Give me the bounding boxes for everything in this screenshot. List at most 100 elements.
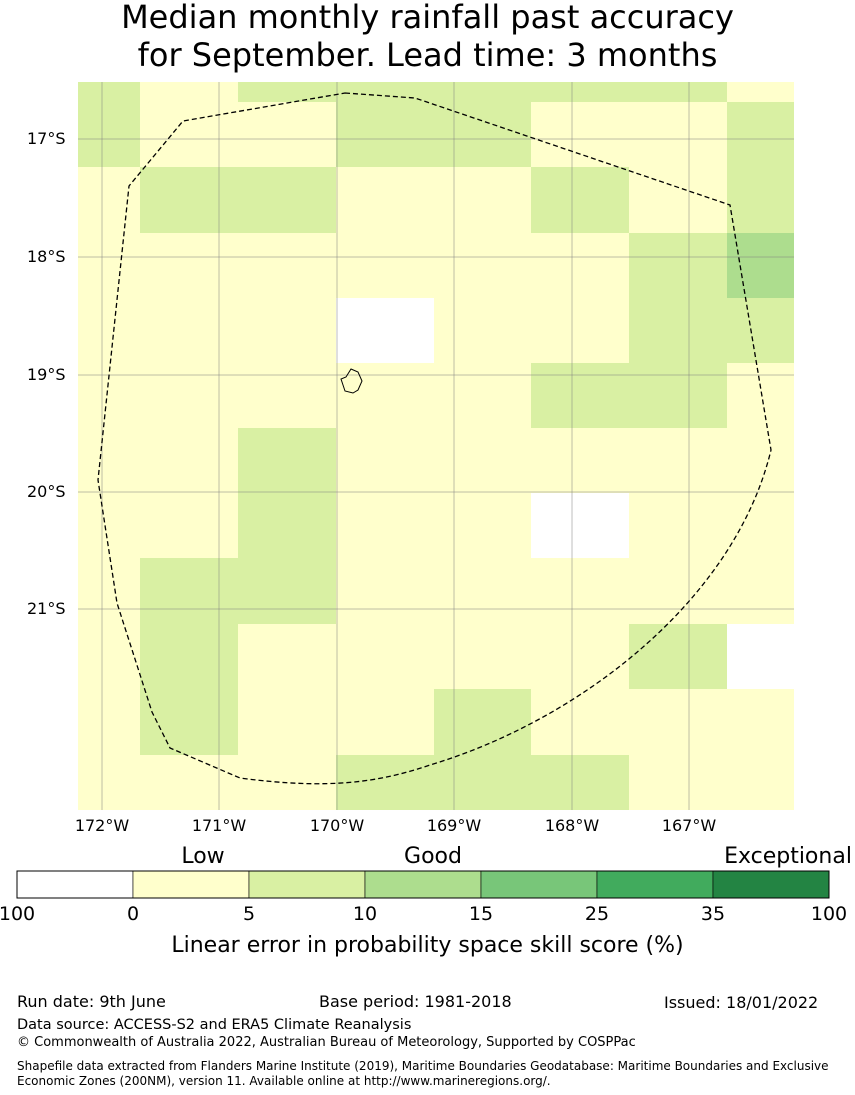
colorbar-tick: 100 (810, 903, 848, 925)
grid-cell (140, 493, 238, 558)
lon-label-172w: 172°W (74, 816, 130, 835)
grid-cell (336, 689, 434, 755)
grid-cell (336, 624, 434, 689)
grid-cell (238, 298, 336, 363)
grid-cell (336, 428, 434, 493)
grid-cell (434, 755, 531, 810)
graticule (78, 82, 794, 810)
grid-cell (727, 82, 794, 102)
grid-cell (434, 102, 531, 167)
colorbar-category-exceptional: Exceptional (724, 844, 852, 869)
grid-cell (629, 82, 727, 102)
grid-cell (78, 428, 140, 493)
colorbar-caption: Linear error in probability space skill … (171, 933, 684, 958)
grid-cell (78, 167, 140, 233)
shapefile-credit-line-2: Economic Zones (200NM), version 11. Avai… (17, 1074, 551, 1088)
grid-cell (531, 167, 629, 233)
grid-cell (238, 82, 336, 102)
grid-cell (629, 233, 727, 298)
grid-cell (140, 755, 238, 810)
colorbar-tick: 10 (352, 903, 378, 925)
grid-cell (727, 493, 794, 558)
grid-cell (238, 624, 336, 689)
grid-cell (629, 298, 727, 363)
grid-cell (727, 624, 794, 689)
grid-cell (140, 167, 238, 233)
grid-cell (140, 298, 238, 363)
colorbar-segment (596, 870, 714, 899)
grid-cell (629, 167, 727, 233)
grid-cell (78, 493, 140, 558)
copyright-notice: © Commonwealth of Australia 2022, Austra… (17, 1035, 636, 1050)
grid-cell (531, 558, 629, 624)
grid-cell (140, 82, 238, 102)
map-title-line-1: Median monthly rainfall past accuracy (121, 0, 734, 36)
grid-cell (727, 363, 794, 428)
grid-cell (727, 102, 794, 167)
grid-cell (629, 363, 727, 428)
grid-cell (434, 363, 531, 428)
colorbar-tick: 100 (0, 903, 36, 925)
lat-label-21s: 21°S (27, 599, 66, 618)
lon-label-169w: 169°W (426, 816, 482, 835)
lat-label-17s: 17°S (27, 129, 66, 148)
grid-cell (78, 298, 140, 363)
data-source: Data source: ACCESS-S2 and ERA5 Climate … (17, 1017, 412, 1033)
grid-cell (78, 558, 140, 624)
colorbar-segment (364, 870, 482, 899)
grid-cell (78, 755, 140, 810)
grid-cell (629, 755, 727, 810)
grid-cell (78, 624, 140, 689)
colorbar (16, 870, 830, 899)
lon-label-168w: 168°W (544, 816, 600, 835)
grid-cell (434, 167, 531, 233)
grid-cell (336, 493, 434, 558)
grid-cell (629, 428, 727, 493)
grid-cell (727, 755, 794, 810)
lon-label-170w: 170°W (309, 816, 365, 835)
grid-cell (629, 624, 727, 689)
eez-boundary (97, 92, 772, 785)
grid-cell (336, 233, 434, 298)
grid-cell (531, 82, 629, 102)
run-date: Run date: 9th June (17, 992, 166, 1011)
grid-cell (140, 558, 238, 624)
map-title-line-2: for September. Lead time: 3 months (137, 36, 718, 74)
grid-cell (238, 167, 336, 233)
grid-cell (336, 298, 434, 363)
grid-cell (434, 298, 531, 363)
grid-cell (727, 167, 794, 233)
colorbar-category-low: Low (181, 844, 225, 869)
grid-cell (531, 298, 629, 363)
colorbar-category-good: Good (404, 844, 462, 869)
grid-cell (78, 689, 140, 755)
colorbar-tick: 5 (242, 903, 256, 925)
grid-cell (434, 689, 531, 755)
grid-cell (531, 102, 629, 167)
grid-cell (140, 624, 238, 689)
grid-cell (434, 233, 531, 298)
grid-cell (531, 363, 629, 428)
grid-cell (336, 755, 434, 810)
grid-cell (336, 102, 434, 167)
grid-cell (434, 493, 531, 558)
colorbar-segment (16, 870, 134, 899)
lon-label-171w: 171°W (191, 816, 247, 835)
niue-island-outline (340, 368, 363, 394)
grid-cell (78, 363, 140, 428)
grid-cell (78, 233, 140, 298)
grid-cell (531, 428, 629, 493)
grid-cell (434, 428, 531, 493)
grid-cell (727, 689, 794, 755)
grid-cell (727, 428, 794, 493)
grid-cell (238, 233, 336, 298)
grid-cell (140, 689, 238, 755)
grid-cell (238, 689, 336, 755)
colorbar-segment (248, 870, 366, 899)
grid-cell (140, 102, 238, 167)
colorbar-segment (712, 870, 830, 899)
grid-cell (727, 558, 794, 624)
map-panel (78, 82, 794, 810)
lat-label-18s: 18°S (27, 247, 66, 266)
grid-cell (629, 493, 727, 558)
